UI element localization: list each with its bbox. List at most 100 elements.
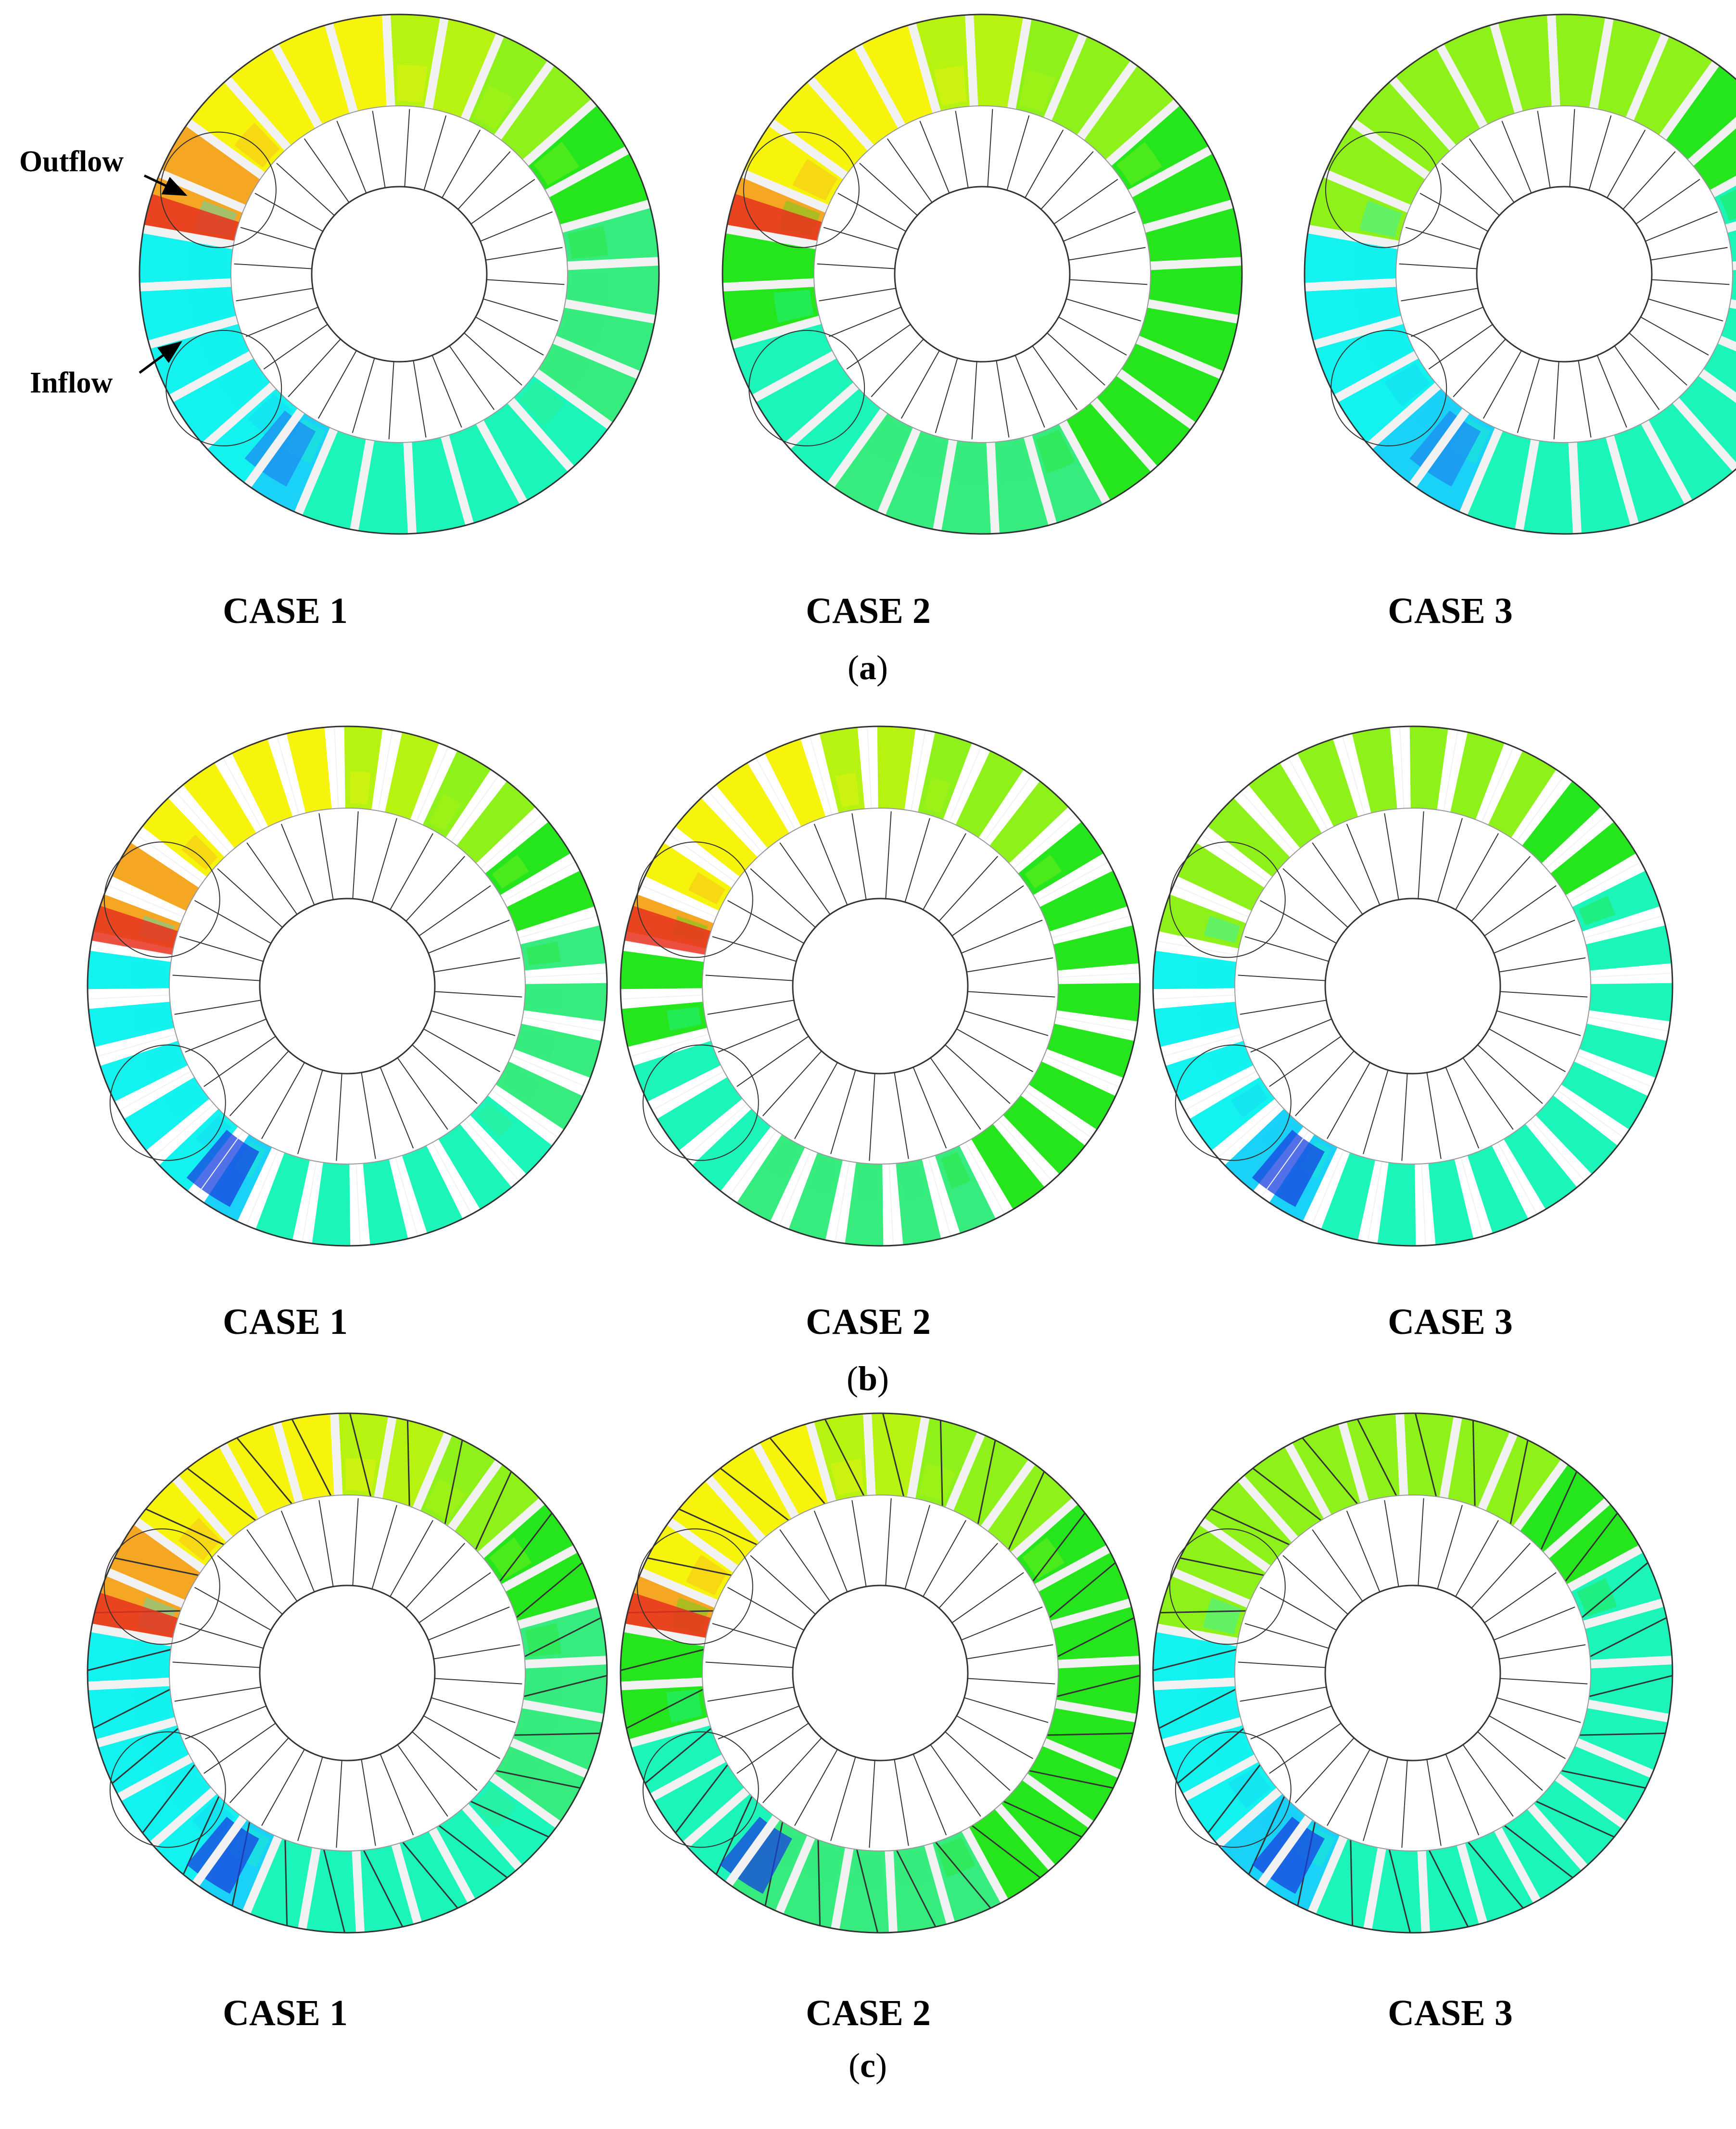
inner-spoke <box>1384 813 1398 900</box>
inner-spoke <box>955 111 968 188</box>
inner-spoke <box>288 339 341 397</box>
inner-spoke <box>1502 121 1531 193</box>
inner-spoke <box>173 1662 260 1667</box>
blade <box>1572 443 1577 534</box>
blade <box>334 727 338 809</box>
blade <box>568 261 659 266</box>
hub-circle <box>1325 1585 1500 1761</box>
blade <box>140 282 231 287</box>
inner-spoke <box>1651 247 1728 260</box>
inner-spoke <box>1418 811 1423 899</box>
inner-spoke <box>894 1073 908 1159</box>
inner-spoke <box>1578 361 1591 438</box>
inner-spoke <box>972 362 977 440</box>
inner-spoke <box>372 111 385 188</box>
inner-spoke <box>967 958 1053 972</box>
blade <box>621 995 703 999</box>
inner-spoke <box>887 139 932 203</box>
blade <box>1421 1164 1425 1246</box>
inner-spoke <box>458 152 510 209</box>
inner-spoke <box>1429 324 1493 369</box>
inner-spoke <box>337 121 366 193</box>
contour-ring-c3 <box>1153 1413 1673 1933</box>
contour-patch <box>665 1644 699 1675</box>
contour-patch <box>666 963 699 984</box>
blade <box>1591 1660 1673 1664</box>
contour-patch <box>1062 989 1095 1010</box>
blade <box>386 15 391 106</box>
contour-patch <box>1198 1644 1231 1675</box>
inner-spoke <box>1401 288 1478 301</box>
inner-spoke <box>1437 1505 1462 1589</box>
contour-ring-c2 <box>621 1413 1140 1933</box>
contour-patch <box>857 1168 878 1201</box>
inner-spoke <box>930 1745 980 1816</box>
inner-spoke <box>353 358 375 433</box>
inner-spoke <box>718 1019 799 1052</box>
inner-spoke <box>1007 115 1029 190</box>
case-label-b3: CASE 3 <box>1306 1304 1595 1340</box>
inner-spoke <box>1554 362 1559 440</box>
blade <box>525 1660 607 1664</box>
inner-spoke <box>708 1687 794 1701</box>
inner-spoke <box>1418 1498 1423 1586</box>
inner-spoke <box>372 1505 396 1589</box>
inner-spoke <box>1463 1745 1513 1816</box>
inner-spoke <box>298 1070 322 1154</box>
inner-spoke <box>1442 163 1499 215</box>
contour-ring-b1 <box>88 726 607 1246</box>
blade <box>889 1851 893 1933</box>
blade <box>1400 727 1404 809</box>
inner-spoke <box>1629 333 1687 385</box>
inner-spoke <box>1614 346 1659 410</box>
inner-spoke <box>464 333 522 385</box>
inner-spoke <box>869 1761 874 1848</box>
panel-letter-b: b <box>858 1359 877 1398</box>
inner-spoke <box>429 1607 510 1640</box>
inner-spoke <box>204 1036 276 1086</box>
inner-spoke <box>185 1019 266 1052</box>
inner-spoke <box>281 1511 315 1592</box>
inner-spoke <box>1251 1706 1332 1739</box>
inner-spoke <box>901 351 939 418</box>
blade <box>356 1851 360 1933</box>
inner-spoke <box>817 264 895 269</box>
contour-patch <box>1389 1168 1410 1201</box>
inner-spoke <box>432 355 462 428</box>
inner-spoke <box>819 288 896 301</box>
blade <box>889 1164 893 1246</box>
inner-spoke <box>894 1760 908 1846</box>
blade <box>969 15 974 106</box>
inner-spoke <box>913 1067 947 1149</box>
inner-spoke <box>431 1698 516 1722</box>
inner-spoke <box>434 1645 520 1659</box>
inner-spoke <box>1032 346 1077 410</box>
inner-spoke <box>476 317 544 355</box>
inner-spoke <box>486 247 563 260</box>
contour-patch <box>1355 246 1393 276</box>
inner-spoke <box>706 1662 793 1667</box>
panel-label-a: (a) <box>796 650 940 685</box>
inner-spoke <box>413 361 426 438</box>
blade <box>990 443 995 534</box>
inner-spoke <box>708 1000 794 1014</box>
inner-spoke <box>962 1607 1043 1640</box>
inner-spoke <box>930 1058 980 1129</box>
inner-spoke <box>435 1678 522 1684</box>
inner-spoke <box>780 1530 830 1601</box>
inner-spoke <box>319 1500 333 1587</box>
inner-spoke <box>1518 358 1540 433</box>
inner-spoke <box>1484 886 1556 936</box>
inner-spoke <box>1059 317 1127 355</box>
inner-spoke <box>967 1645 1053 1659</box>
inner-spoke <box>246 307 318 337</box>
inner-spoke <box>996 361 1009 438</box>
contour-patch <box>1594 1671 1628 1702</box>
inner-spoke <box>175 1000 261 1014</box>
inner-spoke <box>1399 264 1477 269</box>
contour-patch <box>397 64 428 102</box>
blade <box>1058 973 1140 977</box>
inner-spoke <box>1499 958 1586 972</box>
